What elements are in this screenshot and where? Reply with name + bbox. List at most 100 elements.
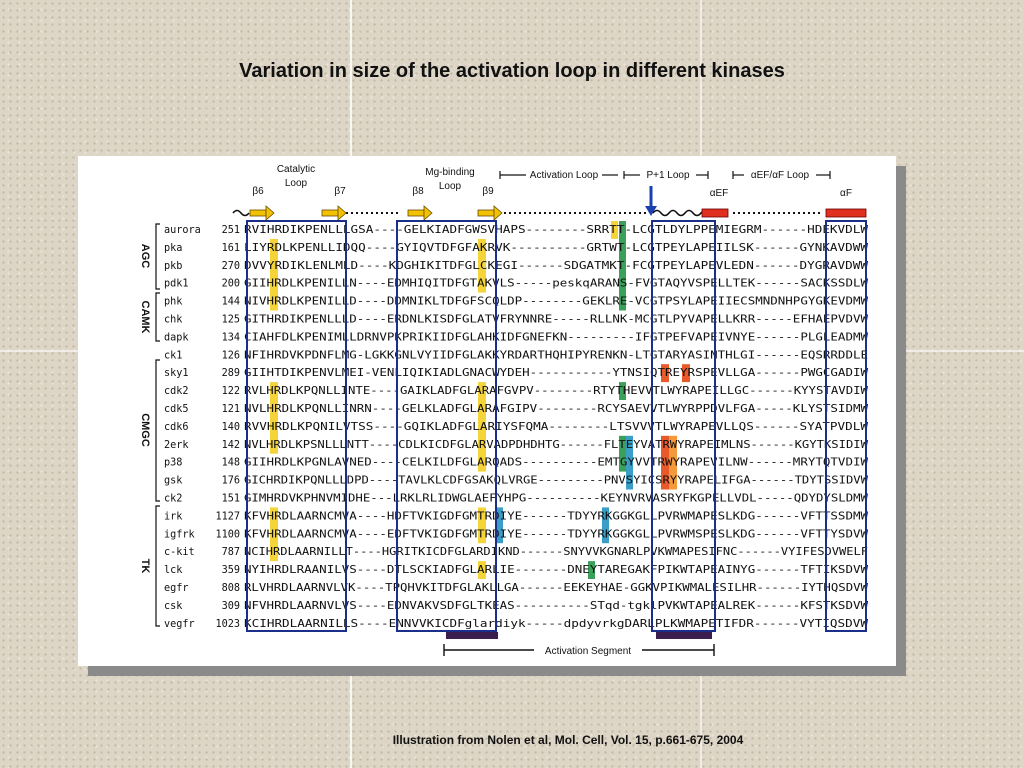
alignment-row: aurora 251 RVIHRDIKPENLLLGSA----GELKIADFGW… — [164, 225, 869, 236]
highlight-yellow — [270, 382, 278, 454]
sequence-text: NVLHRDLKPQNLLINRN----GELKLADFGLARAFGIPV-… — [244, 404, 869, 415]
residue-number: 808 — [222, 583, 240, 594]
residue-number: 200 — [222, 279, 240, 290]
sequence-text: NFIHRDVKPDNFLMG-LGKKGNLVYIIDFGLAKKYRDART… — [244, 350, 868, 361]
sequence-text: NVLHRDLKPSNLLLNTT----CDLKICDFGLARVADPDHD… — [244, 440, 869, 451]
alignment-row: ck1 126 NFIHRDVKPDNFLMG-LGKKGNLVYIIDFGLAKK… — [164, 350, 868, 361]
helix-aef-bar — [701, 208, 729, 218]
highlight-yellow — [478, 238, 486, 293]
kinase-name: p38 — [164, 458, 182, 469]
kinase-name: pka — [164, 243, 182, 254]
highlight-green — [619, 435, 626, 472]
highlight-red — [661, 364, 669, 383]
strand-b7-label: β7 — [334, 186, 346, 197]
sequence-text: NIVHRDLKPENILLD----DDMNIKLTDFGFSCQLDP---… — [244, 297, 869, 308]
alignment-row: phk 144 NIVHRDLKPENILLD----DDMNIKLTDFGFSCQ… — [164, 297, 869, 308]
kinase-name: ck2 — [164, 494, 182, 505]
kinase-name: cdk2 — [164, 386, 189, 397]
alignment-row: chk 125 GITHRDIKPENLLLD----ERDNLKISDFGLATV… — [164, 315, 869, 326]
kinase-name: c-kit — [164, 547, 195, 558]
highlight-yellow — [478, 561, 486, 579]
alignment-row: igfrk 1100 KFVHRDLAARNCMVA----EDFTVKIGDFGM… — [164, 529, 869, 540]
alignment-rows: aurora 251 RVIHRDIKPENLLLGSA----GELKIADFGW… — [164, 225, 869, 630]
residue-number: 121 — [222, 404, 240, 415]
mg-binding-loop-label-2: Loop — [439, 181, 462, 192]
kinase-name: ck1 — [164, 350, 182, 361]
group-tk: TK — [139, 505, 160, 627]
residue-number: 125 — [222, 315, 240, 326]
slide-title: Variation in size of the activation loop… — [239, 60, 785, 82]
highlight-green — [619, 382, 626, 400]
strand-b9-label: β9 — [482, 186, 494, 197]
box-catalytic-loop — [246, 220, 347, 632]
sequence-text: NFVHRDLAARNVLVS----EDNVAKVSDFGLTKEAS----… — [244, 601, 869, 612]
highlight-orange — [669, 435, 677, 490]
aef-af-loop-label: αEF/αF Loop — [751, 170, 810, 181]
residue-number: 161 — [222, 243, 240, 254]
residue-number: 1023 — [215, 619, 240, 630]
sequence-text: NCIHRDLAARNILLT----HGRITKICDFGLARDIKND--… — [244, 547, 868, 558]
alignment-row: cdk5 121 NVLHRDLKPQNLLINRN----GELKLADFGLAR… — [164, 404, 869, 415]
sequence-text: RVIHRDIKPENLLLGSA----GELKIADFGWSVHAPS---… — [244, 225, 869, 236]
alignment-row: dapk 134 CIAHFDLKPENIMLLDRNVPKPRIKIIDFGLAH… — [164, 332, 869, 343]
strand-b6-label: β6 — [252, 186, 264, 197]
alignment-row: sky1 289 GIIHTDIKPENVLMEI-VENLIQIKIADLGNAC… — [164, 368, 869, 379]
kinase-name: pkb — [164, 261, 182, 272]
alignment-row: pdk1 200 GIIHRDLKPENILLN----EDMHIQITDFGTAK… — [164, 279, 869, 290]
mg-binding-loop-label-1: Mg-binding — [425, 167, 474, 178]
alignment-row: pka 161 LIYRDLKPENLLIDQQ----GYIQVTDFGFAKRV… — [164, 243, 869, 254]
group-cmgc: CMGC — [139, 359, 160, 502]
kinase-name: sky1 — [164, 368, 189, 379]
group-label-cmgc: CMGC — [139, 413, 151, 447]
helix-af-label: αF — [840, 188, 852, 199]
residue-number: 251 — [222, 225, 240, 236]
helix-af-bar — [825, 208, 867, 218]
residue-number: 140 — [222, 422, 240, 433]
residue-number: 134 — [222, 332, 240, 343]
activation-loop-label: Activation Loop — [530, 170, 599, 181]
sequence-text: GIIHRDLKPENILLN----EDMHIQITDFGTAKVLS----… — [244, 279, 869, 290]
sequence-text: GITHRDIKPENLLLD----ERDNLKISDFGLATVFRYNNR… — [244, 315, 869, 326]
residue-number: 151 — [222, 494, 240, 505]
alignment-row: pkb 270 DVVYRDIKLENLMLD----KDGHIKITDFGLCKE… — [164, 261, 869, 272]
group-label-tk: TK — [139, 559, 151, 574]
alignment-row: csk 309 NFVHRDLAARNVLVS----EDNVAKVSDFGLTKE… — [164, 601, 869, 612]
alignment-row: cdk2 122 RVLHRDLKPQNLLINTE----GAIKLADFGLAR… — [164, 386, 869, 397]
alignment-row: p38 148 GIIHRDLKPGNLAVNED----CELKILDFGLARQ… — [164, 458, 869, 469]
alignment-row: c-kit 787 NCIHRDLAARNILLT----HGRITKICDFGLA… — [164, 547, 868, 558]
strand-arrow-b8 — [407, 205, 433, 221]
kinase-name: dapk — [164, 332, 189, 343]
sequence-text: RLVHRDLAARNVLVK----TPQHVKITDFGLAKLLGA---… — [244, 583, 869, 594]
kinase-name: irk — [164, 511, 182, 522]
residue-number: 787 — [222, 547, 240, 558]
alignment-svg: Catalytic Loop Mg-binding Loop Activatio… — [139, 164, 869, 657]
residue-number: 1100 — [215, 529, 240, 540]
kinase-name: pdk1 — [164, 279, 189, 290]
strand-b8-label: β8 — [412, 186, 424, 197]
sequence-text: GIMHRDVKPHNVMIDHE---LRKLRLIDWGLAEFYHPG--… — [244, 494, 869, 505]
highlight-blue — [602, 507, 609, 544]
sequence-text: GIIHRDLKPGNLAVNED----CELKILDFGLARQADS---… — [244, 458, 869, 469]
residue-number: 148 — [222, 458, 240, 469]
kinase-name: gsk — [164, 476, 182, 487]
box-p1-loop — [651, 220, 716, 632]
blue-arrow-head — [645, 206, 657, 216]
catalytic-loop-label-2: Loop — [285, 178, 308, 189]
kinase-name: igfrk — [164, 529, 195, 540]
kinase-name: chk — [164, 315, 182, 326]
highlight-blue — [495, 507, 503, 544]
sequence-text: DVVYRDIKLENLMLD----KDGHIKITDFGLCKEGI----… — [244, 261, 869, 272]
kinase-name: csk — [164, 601, 182, 612]
group-agc: AGC — [139, 223, 160, 290]
alignment-row: egfr 808 RLVHRDLAARNVLVK----TPQHVKITDFGLAK… — [164, 583, 869, 594]
residue-number: 270 — [222, 261, 240, 272]
residue-number: 144 — [222, 297, 240, 308]
segment-bar-left — [446, 632, 498, 639]
residue-number: 1127 — [215, 511, 240, 522]
kinase-name: aurora — [164, 225, 201, 236]
highlight-red — [661, 435, 669, 490]
alignment-row: irk 1127 KFVHRDLAARNCMVA----HDFTVKIGDFGMTR… — [164, 511, 869, 522]
group-label-camk: CAMK — [139, 301, 151, 334]
strand-arrow-b9 — [477, 205, 503, 221]
kinase-name: 2erk — [164, 440, 189, 451]
